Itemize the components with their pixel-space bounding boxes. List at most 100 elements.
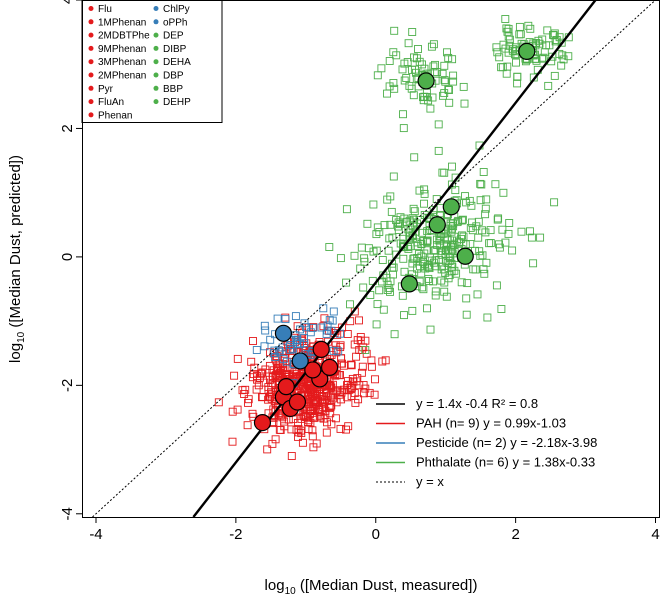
data-point-pah (347, 392, 356, 400)
data-point-phthalate (474, 217, 483, 226)
data-point-pah (317, 405, 326, 414)
legend-dot-pah (88, 99, 94, 105)
data-point-phthalate (431, 287, 440, 296)
legend-label-3mphenan: 3MPhenan (98, 57, 146, 68)
data-point-pesticide (260, 342, 269, 351)
data-point-pah (300, 412, 309, 421)
data-point-phthalate (526, 227, 534, 236)
data-point-pah (343, 330, 352, 338)
data-point-phthalate (486, 226, 495, 235)
median-point-phthalate (442, 198, 460, 216)
x-tick-label: -4 (89, 526, 102, 543)
data-point-pesticide (327, 326, 336, 335)
median-point-pah (253, 413, 272, 432)
chemical-legend: Flu 1MPhenan 2MDBTPhe 9MPhenan 3MPhenan 2MPhe… (81, 0, 223, 123)
data-point-phthalate (375, 286, 384, 295)
y-tick-label: -2 (59, 379, 76, 392)
data-point-phthalate (385, 57, 394, 65)
data-point-phthalate (437, 247, 446, 256)
legend-dot-pah (88, 45, 94, 51)
data-point-phthalate (440, 168, 449, 177)
data-point-phthalate (513, 79, 522, 88)
data-point-phthalate (388, 263, 397, 272)
data-point-phthalate (445, 86, 453, 94)
data-point-phthalate (413, 264, 422, 273)
data-point-phthalate (417, 269, 426, 278)
data-point-phthalate (448, 162, 456, 171)
data-point-pah (281, 313, 290, 322)
data-point-pah (367, 356, 376, 365)
data-point-pah (254, 381, 263, 390)
x-tick-label: 2 (511, 526, 519, 543)
data-point-phthalate (529, 259, 538, 268)
y-tick-label: 2 (59, 124, 76, 132)
data-point-phthalate (499, 188, 508, 197)
data-point-pah (298, 438, 307, 447)
data-point-phthalate (543, 26, 552, 35)
data-point-pesticide (288, 344, 297, 353)
legend-label-chlpy: ChlPy (163, 4, 190, 15)
data-point-phthalate (504, 229, 513, 238)
legend-dot-phthalate (153, 45, 159, 51)
data-point-phthalate (438, 168, 447, 177)
data-point-phthalate (417, 239, 426, 248)
legend-label-flu: Flu (98, 4, 112, 15)
data-point-phthalate (438, 262, 446, 271)
data-point-phthalate (372, 246, 381, 255)
data-point-pah (311, 397, 320, 406)
data-point-pesticide (306, 328, 315, 337)
data-point-pah (305, 382, 314, 390)
data-point-phthalate (375, 228, 384, 236)
data-point-phthalate (412, 54, 421, 63)
data-point-phthalate (440, 287, 449, 296)
data-point-phthalate (482, 258, 491, 267)
data-point-pesticide (261, 326, 270, 335)
data-point-pah (381, 356, 390, 365)
data-point-phthalate (342, 278, 351, 287)
data-point-phthalate (439, 91, 447, 100)
data-point-pah (316, 413, 325, 422)
data-point-pah (357, 368, 366, 377)
data-point-phthalate (491, 180, 500, 189)
data-point-phthalate (336, 254, 345, 263)
data-point-phthalate (492, 43, 501, 52)
x-axis-title: log10 ([Median Dust, measured]) (265, 577, 478, 597)
fit-legend-label: PAH (n= 9) y = 0.99x-1.03 (416, 416, 566, 431)
data-point-phthalate (420, 199, 428, 208)
data-point-pah (228, 437, 237, 446)
data-point-phthalate (475, 247, 484, 256)
data-point-phthalate (532, 56, 541, 65)
data-point-pah (358, 362, 367, 371)
data-point-pesticide (325, 316, 334, 325)
median-point-phthalate (518, 42, 536, 60)
data-point-pah (367, 362, 376, 371)
data-point-phthalate (495, 53, 504, 62)
data-point-pah (355, 316, 363, 325)
data-point-phthalate (346, 300, 354, 309)
data-point-phthalate (418, 228, 427, 237)
data-point-phthalate (387, 207, 396, 216)
legend-dot-pah (88, 19, 94, 25)
fit-legend-label: Pesticide (n= 2) y = -2.18x-3.98 (416, 435, 597, 450)
data-point-phthalate (408, 65, 416, 74)
median-point-pah (320, 358, 339, 376)
fit-legend: y = 1.4x -0.4 R² = 0.8 PAH (n= 9) y = 0.9… (376, 396, 597, 489)
median-point-phthalate (417, 72, 435, 90)
data-point-pesticide (329, 346, 338, 355)
data-point-pah (323, 418, 331, 427)
data-point-phthalate (558, 51, 567, 60)
legend-dot-pah (88, 112, 94, 118)
data-point-phthalate (408, 230, 417, 239)
data-point-phthalate (550, 29, 559, 38)
data-point-pah (329, 389, 338, 398)
data-point-phthalate (454, 216, 463, 225)
data-point-phthalate (440, 76, 449, 85)
data-point-phthalate (385, 234, 394, 243)
data-point-phthalate (360, 254, 369, 263)
data-point-phthalate (544, 81, 553, 90)
data-point-phthalate (476, 251, 485, 260)
data-point-phthalate (536, 233, 545, 242)
data-point-phthalate (350, 251, 359, 260)
